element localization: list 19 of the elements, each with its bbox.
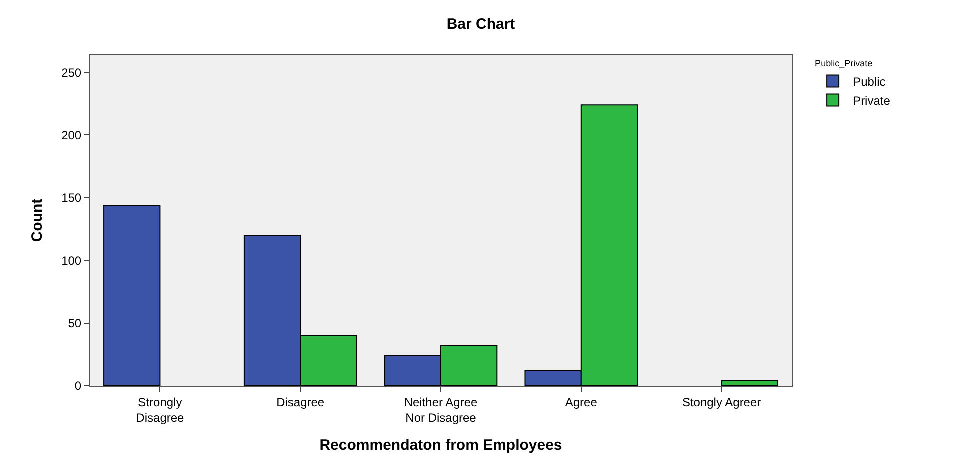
legend-title: Public_Private — [815, 58, 873, 69]
x-tick-label: Stongly Agreer — [682, 395, 762, 410]
x-tick-label: Disagree — [276, 395, 325, 410]
legend-label: Public — [853, 74, 886, 89]
x-axis-title: Recommendaton from Employees — [320, 437, 562, 454]
y-axis-title: Count — [28, 198, 46, 242]
y-tick-label: 0 — [74, 379, 82, 394]
x-tick-label: Neither Agree Nor Disagree — [404, 395, 478, 425]
y-tick-label: 250 — [62, 66, 82, 80]
bar — [104, 204, 161, 386]
chart-title: Bar Chart — [446, 16, 516, 34]
y-tick-label: 150 — [62, 191, 82, 206]
x-tick-label: Agree — [565, 395, 598, 410]
y-tick-label: 50 — [68, 316, 82, 331]
legend-label: Private — [853, 94, 891, 108]
y-tick-label: 200 — [62, 128, 82, 142]
bar — [721, 380, 778, 386]
x-tick-label: Strongly Disagree — [136, 395, 185, 425]
y-tick-label: 100 — [62, 254, 82, 268]
